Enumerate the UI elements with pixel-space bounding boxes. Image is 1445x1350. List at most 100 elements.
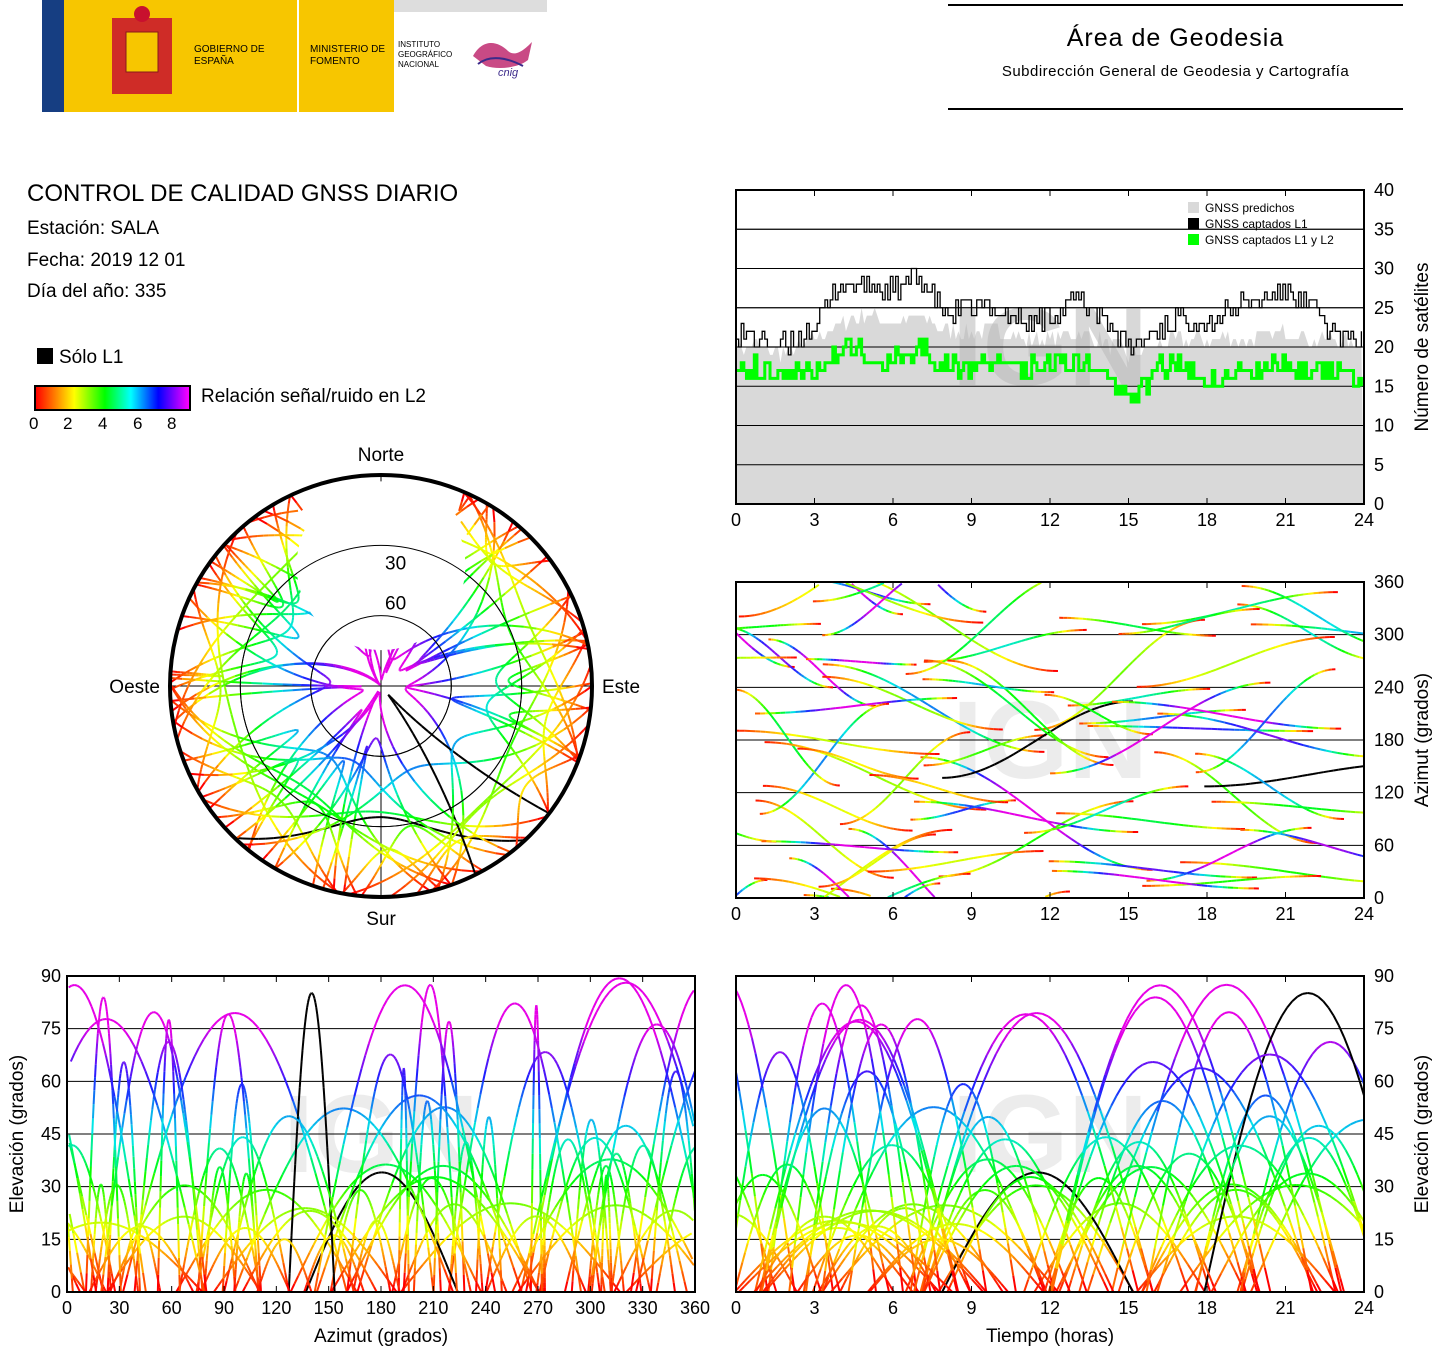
skyplot-track-segment	[320, 839, 325, 848]
skyplot-track-segment	[207, 639, 211, 645]
skyplot-track-segment	[551, 698, 555, 702]
skyplot-track-segment	[259, 808, 265, 812]
skyplot-track-segment	[500, 763, 504, 770]
azimuth-track-segment	[1194, 873, 1200, 876]
skyplot-track-segment	[367, 708, 372, 716]
skyplot-track-segment	[359, 712, 366, 719]
skyplot-track-segment	[261, 742, 270, 746]
skyplot-track-segment	[380, 860, 385, 865]
azimuth-track-segment	[666, 891, 670, 892]
azimuth-track-segment	[898, 696, 904, 700]
skyplot-track-segment	[509, 527, 515, 532]
azimuth-track-segment	[1157, 703, 1164, 706]
azimuth-track-segment	[1092, 760, 1098, 764]
skyplot-track-segment	[527, 688, 532, 692]
skyplot-track-segment	[465, 646, 475, 651]
skyplot-track-segment	[419, 868, 425, 874]
skyplot-track-segment	[516, 568, 525, 575]
skyplot-track-segment	[394, 700, 399, 706]
azimuth-track-segment	[781, 729, 786, 735]
skyplot-track-segment	[374, 676, 378, 680]
skyplot-track-segment	[523, 640, 535, 644]
azimuth-track-segment	[686, 637, 689, 641]
skyplot-track-segment	[524, 732, 533, 738]
skyplot-track-segment	[251, 535, 258, 538]
skyplot-track-segment	[454, 740, 458, 744]
azimuth-track-segment	[877, 676, 885, 681]
azimuth-track-segment	[1133, 730, 1137, 734]
skyplot-track-segment	[326, 775, 332, 781]
skyplot-track-segment	[501, 532, 507, 537]
azimuth-track-segment	[995, 612, 1001, 618]
skyplot-track-segment	[551, 674, 557, 681]
skyplot-track-segment	[487, 558, 491, 562]
skyplot-track-segment	[288, 584, 292, 591]
skyplot-track-segment	[246, 775, 253, 780]
skyplot-track-segment	[417, 676, 424, 681]
skyplot-track-segment	[443, 794, 451, 806]
skyplot-track-segment	[390, 843, 394, 848]
skyplot-track-segment	[204, 631, 208, 637]
azimuth-track-segment	[885, 690, 891, 694]
skyplot-track-segment	[348, 667, 356, 672]
azimuth-track-segment	[944, 761, 949, 765]
skyplot-track-segment	[325, 816, 329, 821]
skyplot-track-segment	[266, 847, 274, 856]
skyplot-track-segment	[355, 874, 359, 879]
azimuth-track-segment	[1321, 627, 1328, 631]
azimuth-track-segment	[1219, 761, 1225, 766]
azimuth-track-segment	[1025, 840, 1032, 846]
azimuth-track-segment	[1012, 660, 1019, 665]
skyplot-track-segment	[217, 580, 224, 585]
skyplot-track-segment	[214, 715, 218, 720]
skyplot-track-segment	[247, 535, 252, 542]
skyplot-track-segment	[395, 835, 399, 840]
skyplot-track-segment	[296, 761, 299, 764]
azimuth-track-segment	[1287, 597, 1293, 602]
skyplot-track-segment	[461, 817, 468, 824]
azimuth-track-segment	[835, 706, 841, 710]
azimuth-track-segment	[1341, 629, 1347, 634]
skyplot-track-segment	[262, 690, 273, 694]
azimuth-track-segment	[914, 763, 919, 769]
azimuth-track-segment	[1301, 627, 1307, 631]
skyplot-track-segment	[301, 794, 308, 800]
azimuth-track-segment	[894, 684, 901, 690]
skyplot-track-segment	[420, 871, 425, 876]
skyplot-track-segment	[543, 721, 547, 725]
azimuth-track-segment	[966, 639, 973, 645]
skyplot-track-segment	[339, 772, 343, 777]
azimuth-track-segment	[816, 737, 822, 741]
skyplot-track-segment	[346, 884, 350, 889]
azimuth-track-segment	[740, 637, 746, 643]
skyplot-track-segment	[442, 843, 448, 850]
skyplot-track-segment	[394, 812, 400, 816]
skyplot-track-segment	[488, 557, 493, 562]
skyplot-track-segment	[301, 861, 310, 870]
azimuth-track-segment	[959, 661, 965, 665]
skyplot-track-segment	[340, 859, 345, 866]
skyplot-track-segment	[433, 878, 443, 884]
skyplot-track-segment	[245, 663, 251, 667]
skyplot-track-segment	[396, 754, 404, 765]
skyplot-track-segment	[280, 772, 287, 777]
skyplot-track-segment	[434, 828, 441, 832]
skyplot-track-segment	[533, 639, 545, 643]
skyplot-track-segment	[456, 675, 465, 680]
azimuth-track-segment	[866, 702, 872, 706]
azimuth-track-segment	[880, 688, 886, 693]
skyplot-track-segment	[471, 502, 478, 510]
skyplot-track-segment	[471, 836, 480, 840]
skyplot-track-segment	[246, 765, 251, 773]
skyplot-track-segment	[540, 660, 547, 667]
skyplot-track-segment	[238, 743, 246, 748]
azimuth-track-segment	[991, 616, 997, 622]
skyplot-track-segment	[309, 748, 314, 752]
azimuth-track-segment	[652, 667, 655, 668]
skyplot-track-segment	[281, 607, 287, 613]
azimuth-track-segment	[869, 707, 874, 711]
skyplot-track-segment	[448, 629, 458, 634]
skyplot-track-segment	[526, 782, 529, 785]
skyplot-track-segment	[532, 690, 541, 694]
azimuth-track-segment	[1237, 716, 1244, 720]
